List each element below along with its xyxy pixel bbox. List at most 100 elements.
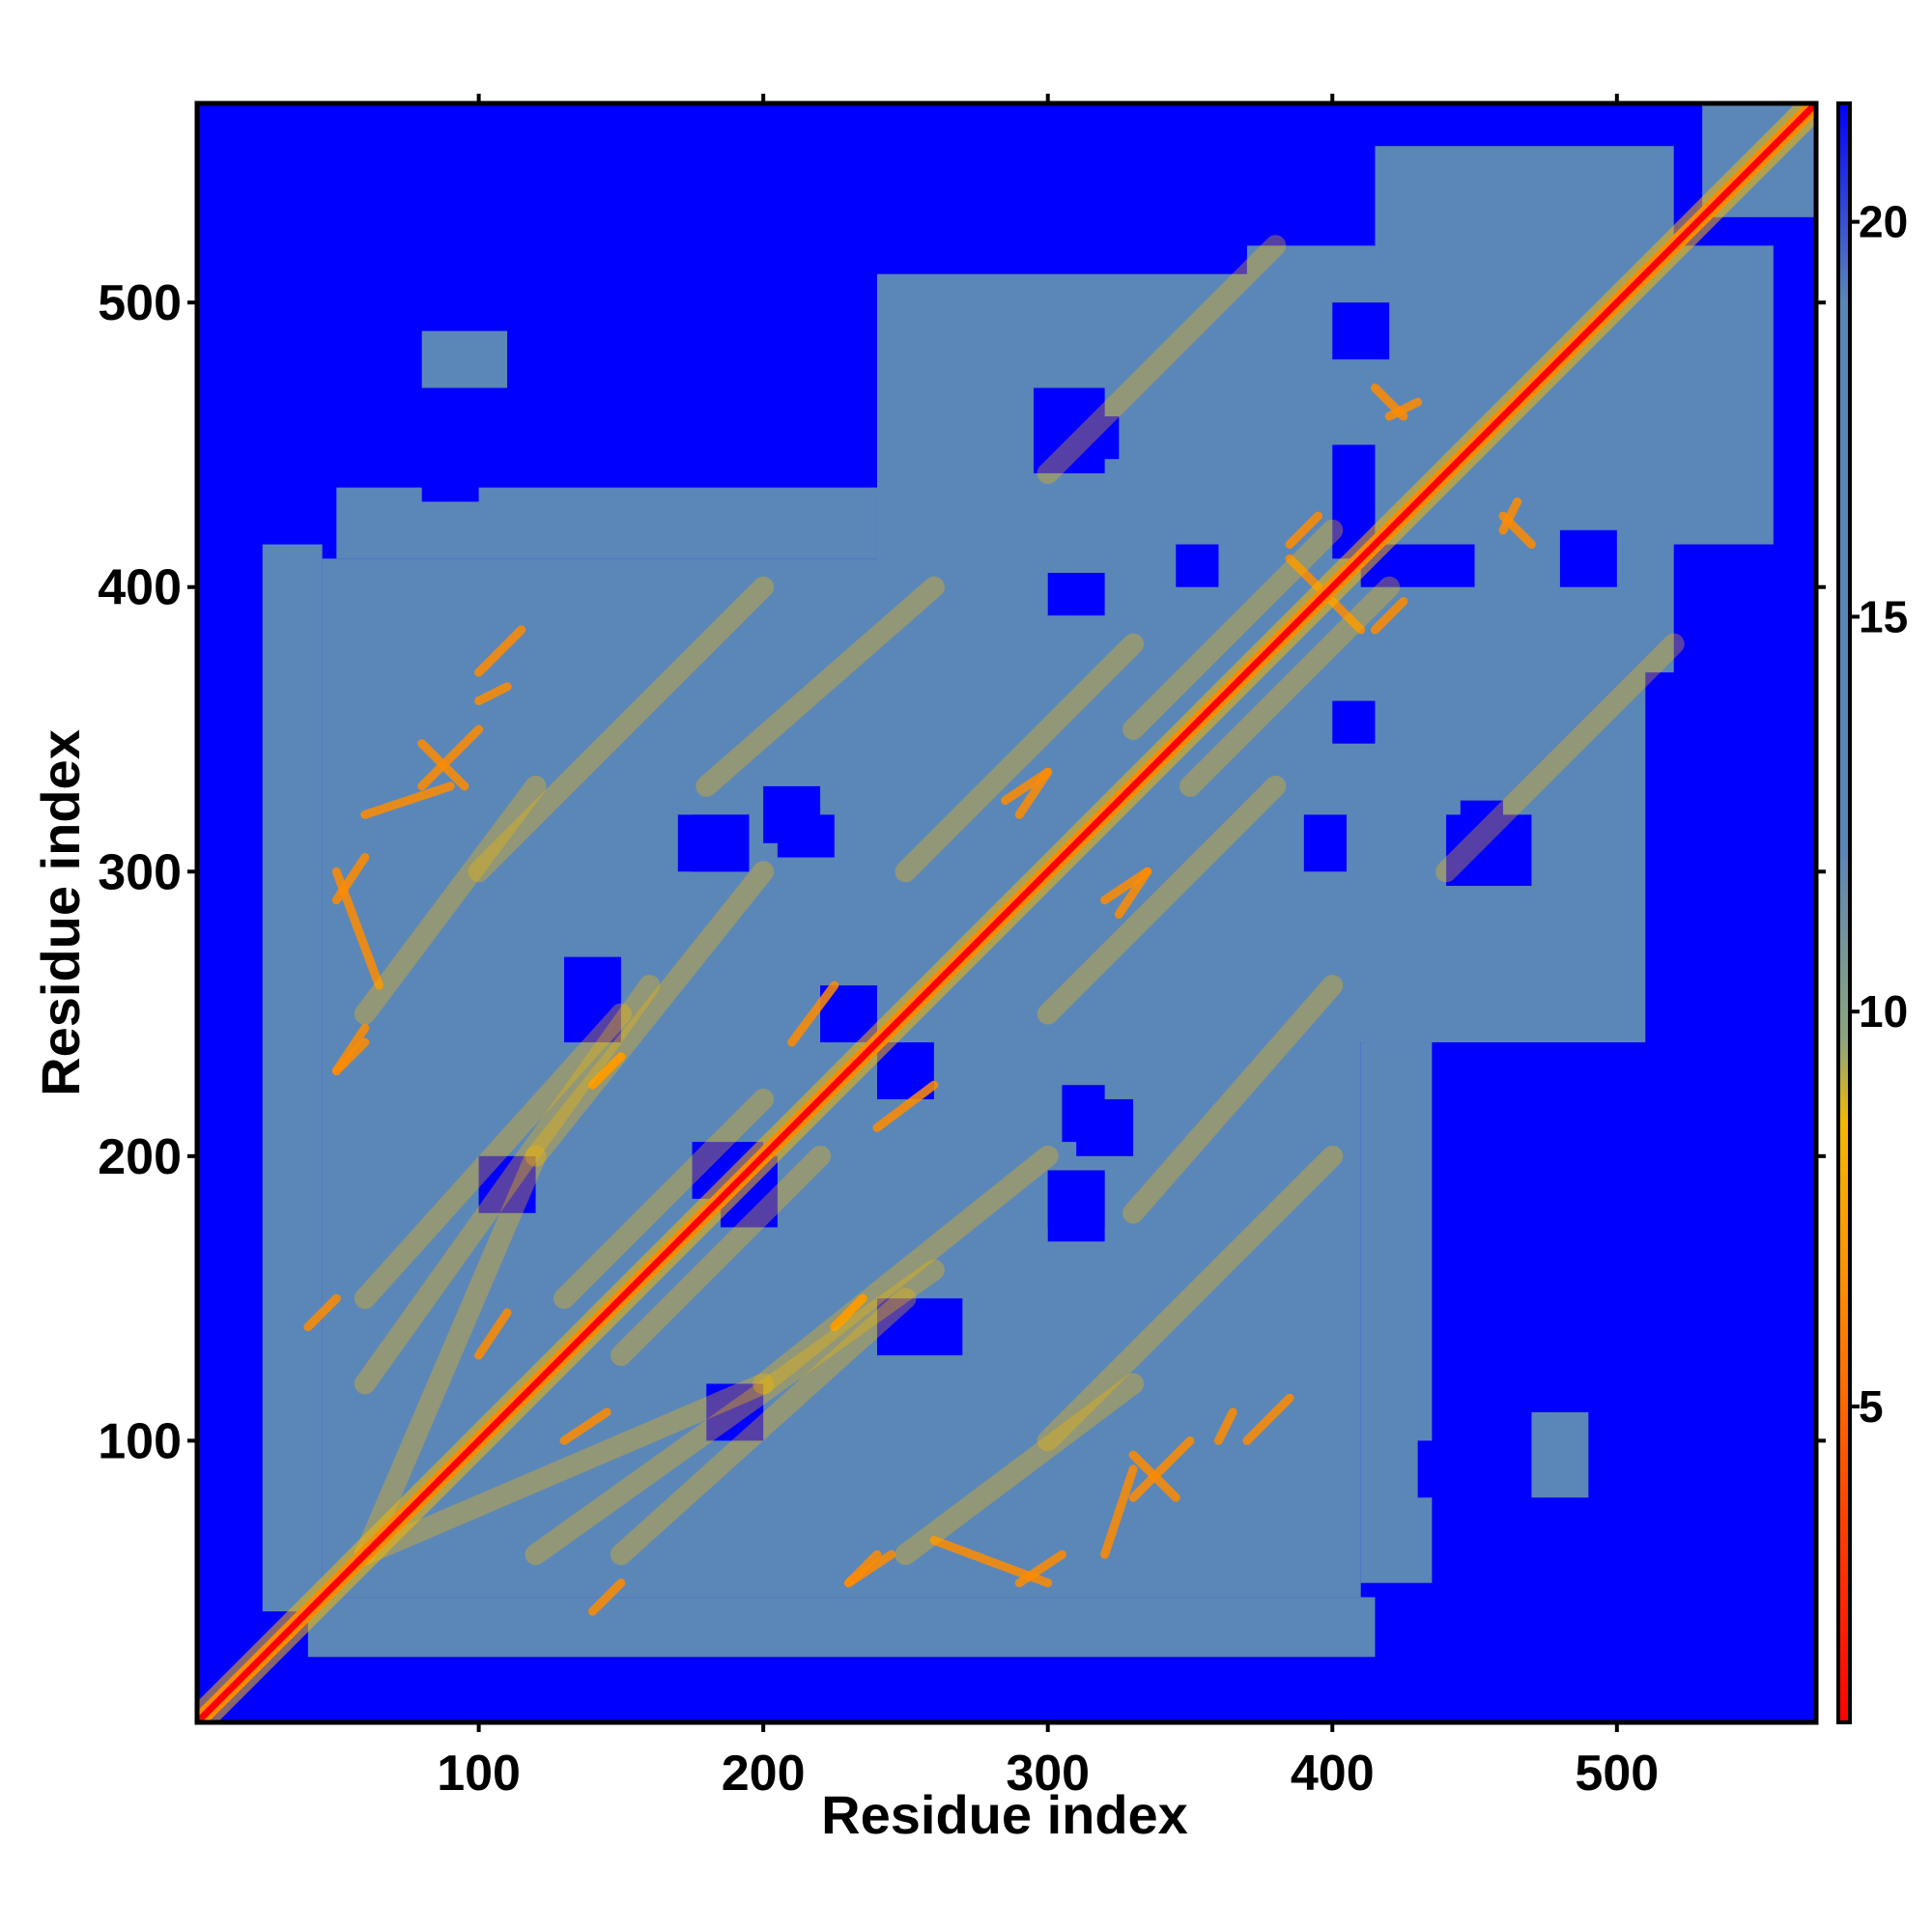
heatmap-diagonal bbox=[197, 103, 1816, 1722]
colorbar-ticks: 5 10 15 20 bbox=[1850, 197, 1908, 1432]
contact-band bbox=[1037, 775, 1287, 1025]
contact-band bbox=[1242, 1393, 1294, 1445]
heatmap-block bbox=[307, 1597, 1376, 1658]
heatmap-block bbox=[262, 544, 323, 1612]
y-tick-label: 200 bbox=[98, 1129, 182, 1185]
contact-band bbox=[354, 1145, 547, 1566]
heatmap-contacts bbox=[303, 235, 1685, 1616]
contact-band bbox=[354, 1003, 632, 1310]
contact-band bbox=[354, 775, 547, 1025]
contact-band bbox=[1435, 633, 1685, 883]
x-tick-label: 300 bbox=[1006, 1746, 1090, 1802]
y-axis: 100 200 300 400 500 bbox=[98, 275, 1826, 1469]
contact-band bbox=[303, 1293, 341, 1332]
contact-band bbox=[895, 633, 1145, 883]
contact-band bbox=[1114, 867, 1152, 919]
heatmap-hole bbox=[677, 814, 750, 872]
contact-band bbox=[610, 1288, 917, 1566]
contact-band bbox=[753, 1145, 1059, 1395]
y-axis-title: Residue index bbox=[30, 729, 91, 1096]
colorbar-tick-label: 5 bbox=[1859, 1381, 1884, 1432]
plot-frame bbox=[194, 100, 1819, 1725]
x-tick-label: 100 bbox=[437, 1746, 521, 1802]
contact-band bbox=[417, 724, 484, 791]
heatmap-hole bbox=[1176, 544, 1219, 587]
heatmap-hole bbox=[1047, 1170, 1105, 1242]
contact-band bbox=[895, 1373, 1145, 1566]
contact-band bbox=[474, 625, 526, 677]
contact-band bbox=[1327, 596, 1366, 635]
contact-band bbox=[844, 1549, 896, 1588]
heatmap-hole bbox=[1062, 1085, 1105, 1143]
heatmap-hole bbox=[1047, 573, 1105, 616]
contact-band bbox=[1122, 975, 1344, 1224]
contact-band bbox=[610, 1145, 832, 1367]
colorbar-frame bbox=[1836, 101, 1852, 1724]
y-tick-label: 400 bbox=[98, 560, 182, 616]
contact-band bbox=[354, 1373, 775, 1566]
contact-band bbox=[525, 1259, 945, 1566]
colorbar-gradient bbox=[1838, 103, 1850, 1722]
contact-band bbox=[1014, 1549, 1066, 1588]
contact-band bbox=[1498, 511, 1536, 550]
contact-band bbox=[1100, 1464, 1138, 1559]
y-tick-label: 100 bbox=[98, 1413, 182, 1469]
contact-band bbox=[1285, 554, 1323, 592]
contact-band bbox=[468, 576, 775, 883]
y-tick-label: 300 bbox=[98, 844, 182, 900]
contact-band bbox=[474, 682, 512, 706]
contact-band bbox=[696, 576, 945, 797]
heatmap-block bbox=[1531, 1411, 1589, 1498]
contact-band bbox=[1001, 767, 1053, 806]
heatmap-hole bbox=[876, 1298, 963, 1356]
contact-band bbox=[1128, 1435, 1195, 1502]
heatmap-block bbox=[1360, 1042, 1433, 1583]
diagonal-line bbox=[197, 103, 1816, 1722]
x-tick-label: 400 bbox=[1291, 1746, 1375, 1802]
heatmap-hole bbox=[1303, 814, 1347, 872]
heatmap-block bbox=[876, 273, 1376, 574]
colorbar: 5 10 15 20 bbox=[1836, 101, 1908, 1724]
x-axis: 100 200 300 400 500 bbox=[437, 94, 1659, 1802]
heatmap-block bbox=[336, 487, 877, 559]
heatmap-block bbox=[421, 330, 508, 388]
contact-band bbox=[474, 1308, 512, 1360]
contact-band bbox=[1370, 596, 1408, 635]
heatmap-hole bbox=[1033, 387, 1105, 473]
heatmap-hole bbox=[777, 814, 835, 858]
heatmap-hole bbox=[1332, 302, 1390, 360]
colorbar-tick-label: 15 bbox=[1859, 591, 1908, 641]
heatmap-hole bbox=[421, 444, 479, 502]
y-tick-label: 500 bbox=[98, 275, 182, 331]
heatmap-hole bbox=[706, 1383, 764, 1441]
contact-band bbox=[872, 1080, 939, 1132]
contact-band bbox=[553, 1088, 775, 1310]
heatmap-block bbox=[1346, 544, 1646, 1043]
contact-band bbox=[587, 1052, 626, 1090]
contact-band bbox=[331, 1023, 370, 1075]
contact-band bbox=[1037, 235, 1287, 484]
heatmap-hole bbox=[1332, 700, 1376, 744]
contact-band bbox=[1384, 397, 1423, 421]
contact-band bbox=[1285, 511, 1323, 550]
heatmap-hole bbox=[1417, 1440, 1475, 1498]
heatmap-hole bbox=[1559, 529, 1617, 587]
colorbar-tick-label: 10 bbox=[1859, 986, 1908, 1037]
contact-band bbox=[354, 975, 661, 1395]
contact-band bbox=[787, 980, 839, 1047]
heatmap-hole bbox=[563, 956, 621, 1043]
contact-band bbox=[525, 861, 775, 1167]
contact-band bbox=[1498, 497, 1522, 535]
contact-band bbox=[559, 1407, 611, 1445]
contact-band bbox=[1179, 576, 1401, 797]
contact-band bbox=[587, 1578, 626, 1616]
contact-band bbox=[360, 781, 455, 819]
heatmap-hole bbox=[478, 1155, 536, 1213]
colorbar-tick-label: 20 bbox=[1859, 197, 1908, 247]
x-axis-title: Residue index bbox=[821, 1784, 1188, 1845]
contact-band bbox=[830, 1293, 867, 1332]
heatmap-hole bbox=[1446, 814, 1532, 887]
contact-band bbox=[1122, 519, 1344, 741]
x-tick-label: 500 bbox=[1575, 1746, 1659, 1802]
